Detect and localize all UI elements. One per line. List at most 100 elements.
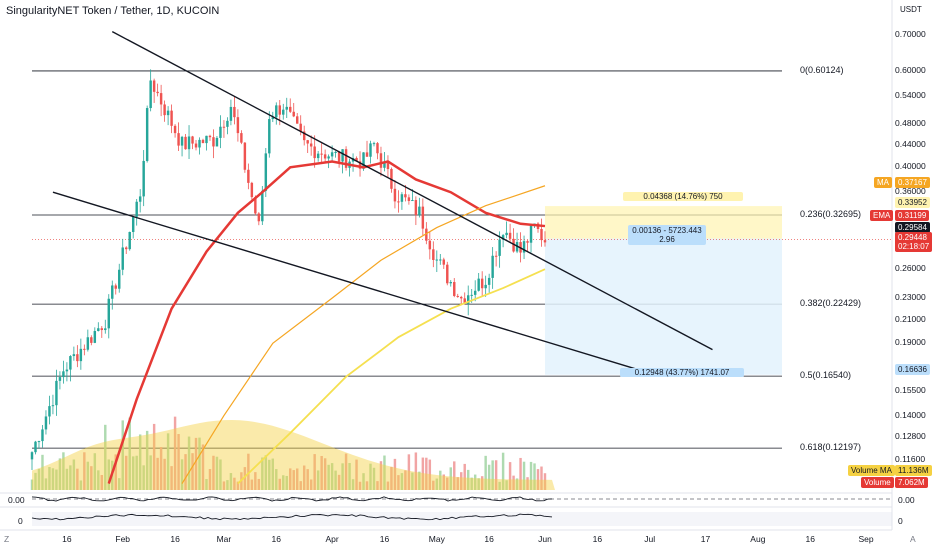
volume-bar <box>313 454 316 490</box>
candle-body <box>257 213 261 222</box>
volume-bar <box>282 475 285 490</box>
volume-bar <box>425 457 428 490</box>
volume-bar <box>348 462 351 490</box>
volume-bar <box>292 470 295 490</box>
target-price: 0.33952 <box>898 198 927 207</box>
volume-bar <box>51 468 55 490</box>
candle-body <box>421 206 425 229</box>
candle-body <box>334 151 337 153</box>
candle-body <box>372 143 376 145</box>
volume-bar <box>76 468 79 490</box>
volume-bar <box>41 454 44 490</box>
candle-body <box>487 277 491 285</box>
candle-body <box>407 197 411 201</box>
volume-bar <box>411 472 414 490</box>
candle-body <box>156 91 159 94</box>
volume-bar <box>264 455 268 490</box>
volume-bar <box>526 477 529 490</box>
candle-body <box>72 354 76 357</box>
volume-bar <box>55 469 58 490</box>
volume-bar <box>212 455 215 490</box>
fib-level-label: 0.5(0.16540) <box>800 370 852 381</box>
date-tick-label: 17 <box>700 534 711 544</box>
candle-body <box>477 278 480 291</box>
volume-bar <box>484 455 487 490</box>
volume-bar <box>362 473 365 490</box>
candle-body <box>62 371 65 378</box>
candle-body <box>142 160 145 197</box>
ma-tag: MA <box>874 177 892 188</box>
volume-bar <box>466 469 470 490</box>
candle-body <box>491 255 494 278</box>
volume-tag: Volume <box>861 477 894 488</box>
candle-body <box>365 152 369 157</box>
osc1-line <box>31 496 553 502</box>
volume-bar <box>170 466 173 490</box>
volume-bar <box>337 474 341 490</box>
volume-bar <box>309 479 313 490</box>
volume-bar <box>536 469 540 490</box>
ma-line <box>181 185 546 484</box>
volume-bar <box>201 444 205 490</box>
volume-bar <box>135 455 138 490</box>
candle-body <box>344 149 348 168</box>
candle-body <box>215 137 219 147</box>
candle-body <box>177 133 180 146</box>
volume-bar <box>219 459 222 490</box>
candle-body <box>442 259 446 265</box>
volume-bar <box>191 453 194 490</box>
volume-bar <box>254 472 257 490</box>
stop-price-tag: 0.16636 <box>895 364 930 375</box>
candle-body <box>271 117 275 120</box>
ma-price: 0.37167 <box>898 178 927 187</box>
volume-bar <box>72 459 76 490</box>
volume-bar <box>257 478 261 490</box>
volume-bar <box>435 478 439 490</box>
candle-body <box>163 104 166 116</box>
volume-bar <box>306 469 309 490</box>
volume-bar <box>316 470 320 490</box>
candle-body <box>111 285 114 299</box>
candle-body <box>327 156 330 159</box>
candle-body <box>170 110 173 126</box>
date-tick-label: Aug <box>750 534 766 544</box>
close-price-tag: 0.29584 <box>895 222 930 233</box>
volume-bar <box>341 463 344 490</box>
scale-mode-icon[interactable]: Z <box>4 534 10 544</box>
candle-body <box>114 285 117 289</box>
price-tick-label: 0.36000 <box>895 186 926 197</box>
candle-body <box>341 149 344 162</box>
auto-scale-icon[interactable]: A <box>910 534 916 544</box>
volume-bar <box>187 436 191 490</box>
volume-bar <box>494 460 498 490</box>
candle-body <box>508 232 512 239</box>
candle-body <box>278 105 281 115</box>
date-tick-label: Apr <box>325 534 339 544</box>
countdown: 02:18:07 <box>898 242 930 251</box>
date-tick-label: Jul <box>644 534 656 544</box>
candle-body <box>76 354 79 362</box>
candle-body <box>34 441 37 453</box>
candle-body <box>432 249 435 260</box>
candle-body <box>275 105 278 118</box>
loss-zone <box>544 238 782 375</box>
candle-body <box>51 405 55 407</box>
volume-bar <box>278 478 281 490</box>
mid-label-1: 0.00136 - 5723.443 <box>632 226 702 235</box>
candle-body <box>240 133 243 143</box>
price-tick-label: 0.23000 <box>895 292 926 303</box>
volume-bar <box>540 466 543 490</box>
ema-tag-label: EMA <box>873 211 891 220</box>
candle-body <box>460 296 463 299</box>
osc2-band <box>32 512 892 526</box>
candle-body <box>316 153 320 159</box>
candle-body <box>529 225 533 243</box>
loss-label: 0.12948 (43.77%) 1741.07 <box>634 368 730 377</box>
candle-body <box>100 328 104 331</box>
price-tick-label: 0.44000 <box>895 138 926 149</box>
volume-bar <box>149 455 152 490</box>
volume-ma-label: Volume MA <box>851 466 892 475</box>
volume-bar <box>453 461 456 490</box>
volume-bar <box>198 437 201 490</box>
